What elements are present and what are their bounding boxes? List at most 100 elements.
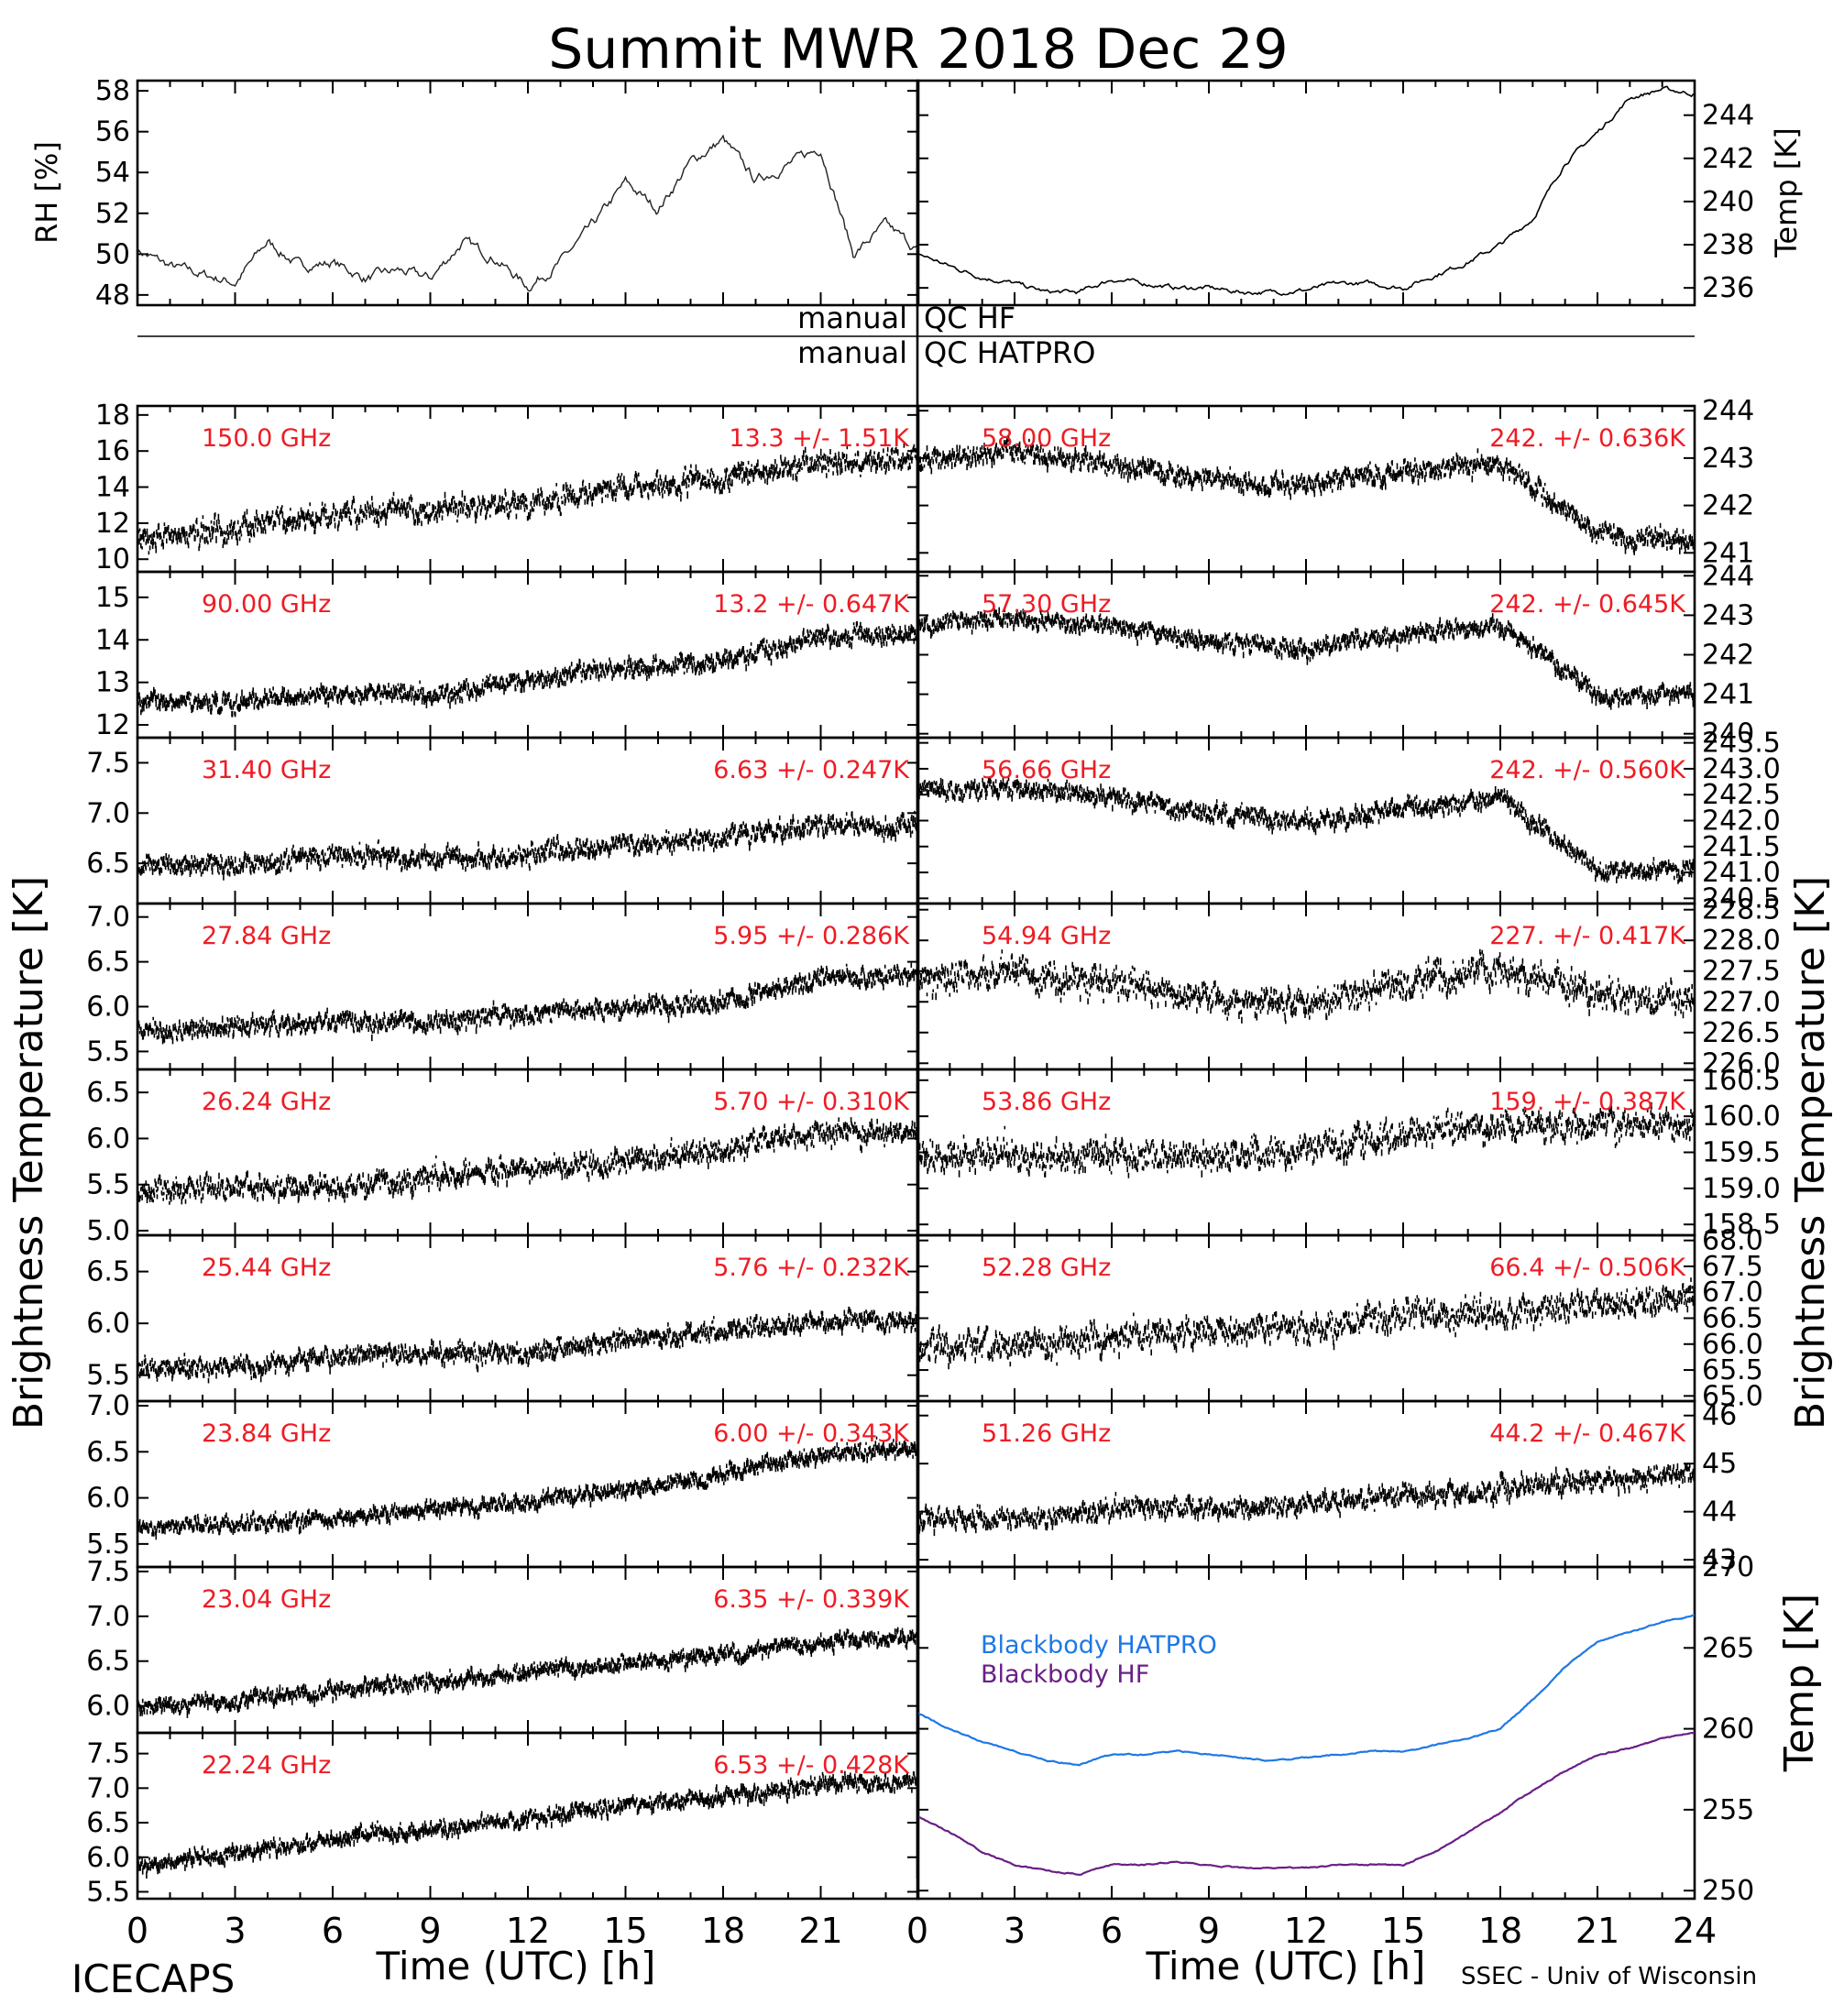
bt-left-3-ytick-label: 6.0 [86, 992, 130, 1024]
bt-left-0-trace [137, 443, 919, 555]
bt-right-1-ytick-label: 241 [1702, 679, 1754, 711]
bt-left-1-frequency: 90.00 GHz [202, 590, 331, 619]
bt-left-7-ytick-label: 6.0 [86, 1691, 130, 1723]
bt-right-1-trace [917, 607, 1696, 710]
bt-left-3-frequency: 27.84 GHz [202, 922, 331, 950]
bt-left-3-trace [137, 962, 919, 1045]
left-xtick-label: 21 [798, 1911, 842, 1951]
bt-left-3-ytick-label: 7.0 [86, 902, 130, 934]
bt-left-7-trace-points [137, 1627, 919, 1718]
left-xtick-label: 9 [419, 1911, 441, 1951]
bt-right-3-ytick-label: 227.5 [1702, 956, 1781, 988]
bt-left-1-stats: 13.2 +/- 0.647K [713, 590, 910, 619]
qc-hf-label: QC HF [924, 301, 1015, 335]
bt-right-3-ytick-label: 228.0 [1702, 925, 1781, 957]
bt-left-2-ytick-label: 7.0 [86, 797, 130, 829]
rh-ytick-label: 52 [95, 198, 130, 230]
bt-left-2-trace [137, 810, 919, 881]
bt-right-2-trace [917, 777, 1696, 884]
bt-left-8-ytick-label: 6.0 [86, 1842, 130, 1874]
bt-right-4-ytick-label: 158.5 [1702, 1209, 1781, 1241]
bt-left-7-trace [137, 1627, 919, 1718]
bt-left-6-frequency: 23.84 GHz [202, 1419, 331, 1448]
chart-title: Summit MWR 2018 Dec 29 [548, 17, 1288, 82]
bt-left-7-frequency: 23.04 GHz [202, 1585, 331, 1614]
bt-left-8-ytick-label: 7.5 [86, 1738, 130, 1770]
temp-ytick-label: 236 [1702, 272, 1754, 304]
bt-right-6-trace [917, 1463, 1696, 1537]
bt-left-8-stats: 6.53 +/- 0.428K [713, 1751, 910, 1780]
bt-right-5-ytick-label: 66.5 [1702, 1303, 1763, 1335]
bt-left-0-ytick-label: 16 [95, 435, 130, 467]
right-xtick-label: 6 [1101, 1911, 1123, 1951]
bt-right-5-trace [917, 1277, 1696, 1370]
blackbody-panel [916, 1565, 1696, 1901]
bt-left-0-ytick-label: 12 [95, 508, 130, 540]
blackbody-ytick-label: 250 [1702, 1875, 1754, 1907]
bt-left-2-stats: 6.63 +/- 0.247K [713, 756, 910, 784]
bt-right-0-stats: 242. +/- 0.636K [1489, 424, 1686, 453]
right-xtick-label: 0 [906, 1911, 928, 1951]
rh-panel [136, 79, 920, 307]
rh-ytick-label: 56 [95, 116, 130, 148]
bt-left-2-trace-points [137, 810, 919, 881]
right-xtick-label: 18 [1478, 1911, 1522, 1951]
left-xtick-label: 0 [126, 1911, 148, 1951]
bt-left-8-ytick-label: 7.0 [86, 1772, 130, 1804]
bt-right-5-ytick-label: 65.0 [1702, 1380, 1763, 1412]
bt-left-0-ytick-label: 18 [95, 400, 130, 432]
blackbody-y-axis-label: Temp [K] [1776, 1594, 1823, 1772]
bt-left-1-ytick-label: 12 [95, 709, 130, 741]
footer-brand: ICECAPS [71, 1956, 235, 2001]
bt-right-4-stats: 159. +/- 0.387K [1489, 1088, 1686, 1116]
right-xtick-label: 15 [1381, 1911, 1425, 1951]
bt-left-1-ytick-label: 14 [95, 624, 130, 656]
bt-right-1-ytick-label: 244 [1702, 560, 1754, 592]
bt-left-6-ytick-label: 6.0 [86, 1483, 130, 1515]
bt-right-6-ytick-label: 44 [1702, 1496, 1737, 1528]
bt-right-1-ytick-label: 243 [1702, 599, 1754, 631]
temp-ytick-label: 238 [1702, 229, 1754, 261]
bt-left-6-trace [137, 1436, 919, 1540]
bt-right-2-ytick-label: 242.5 [1702, 779, 1781, 811]
bt-left-1-trace-points [137, 621, 919, 718]
temp-axis-label: Temp [K] [1769, 127, 1804, 257]
bt-right-3-ytick-label: 228.5 [1702, 894, 1781, 926]
bt-left-6-stats: 6.00 +/- 0.343K [713, 1419, 910, 1448]
bt-right-5-ytick-label: 68.0 [1702, 1225, 1763, 1257]
bt-right-1-frequency: 57.30 GHz [982, 590, 1111, 619]
bt-left-2-ytick-label: 7.5 [86, 747, 130, 779]
bt-left-7-ytick-label: 6.5 [86, 1646, 130, 1678]
blackbody-ytick-label: 270 [1702, 1551, 1754, 1583]
bt-left-8-trace-points [137, 1770, 919, 1879]
bt-left-7-stats: 6.35 +/- 0.339K [713, 1585, 910, 1614]
bt-right-4-frequency: 53.86 GHz [982, 1088, 1111, 1116]
bt-left-5-trace [137, 1306, 919, 1384]
bt-right-1-trace-points [917, 607, 1696, 710]
bt-right-1-ytick-label: 240 [1702, 718, 1754, 751]
bt-right-3-frequency: 54.94 GHz [982, 922, 1111, 950]
bt-left-6-ytick-label: 7.0 [86, 1390, 130, 1422]
bt-right-5-stats: 66.4 +/- 0.506K [1489, 1254, 1686, 1282]
bt-right-1-stats: 242. +/- 0.645K [1489, 590, 1686, 619]
bt-right-4-trace [917, 1101, 1696, 1178]
bt-right-0-ytick-label: 242 [1702, 490, 1754, 522]
bt-left-3-ytick-label: 5.5 [86, 1035, 130, 1068]
left-xtick-label: 12 [506, 1911, 550, 1951]
bt-right-2-ytick-label: 242.0 [1702, 805, 1781, 838]
bt-left-5-ytick-label: 6.5 [86, 1256, 130, 1288]
bt-left-8-ytick-label: 6.5 [86, 1807, 130, 1839]
blackbody-series-1 [916, 1731, 1696, 1877]
bt-left-3-stats: 5.95 +/- 0.286K [713, 922, 910, 950]
bt-left-5-ytick-label: 5.5 [86, 1360, 130, 1392]
left-xtick-label: 6 [322, 1911, 344, 1951]
bt-left-5-frequency: 25.44 GHz [202, 1254, 331, 1282]
bt-left-1-ytick-label: 15 [95, 582, 130, 614]
bt-right-6-stats: 44.2 +/- 0.467K [1489, 1419, 1686, 1448]
bt-right-2-frequency: 56.66 GHz [982, 756, 1111, 784]
legend-hf: Blackbody HF [981, 1660, 1149, 1689]
rh-ytick-label: 50 [95, 238, 130, 270]
bt-right-2-ytick-label: 243.0 [1702, 753, 1781, 785]
bt-left-4-stats: 5.70 +/- 0.310K [713, 1088, 910, 1116]
